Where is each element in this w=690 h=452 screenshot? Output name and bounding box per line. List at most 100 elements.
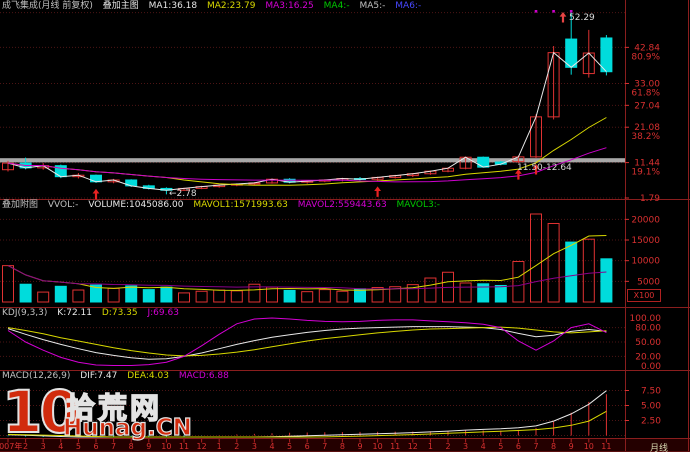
- month-label: 3: [41, 442, 46, 451]
- ma-lines: [7, 51, 607, 291]
- month-label: 4: [269, 442, 274, 451]
- volume-panel-header: 叠加附图 VVOL:- VOLUME:1045086.00 MAVOL1:157…: [2, 200, 447, 210]
- month-label: 8: [129, 442, 134, 451]
- volume-unit-box: X100: [627, 289, 661, 302]
- month-label: 2: [234, 442, 239, 451]
- price-axis-label: 33.00: [634, 79, 660, 89]
- macd-panel-header: MACD(12,26,9) DIF:7.47 DEA:4.03 MACD:6.8…: [2, 371, 236, 381]
- month-label: 1: [428, 442, 433, 451]
- j-value: J:69.63: [147, 308, 179, 318]
- month-label: 5: [287, 442, 292, 451]
- month-label: 9: [146, 442, 151, 451]
- month-label: 10: [161, 442, 171, 451]
- volume-axis-label: 5000: [637, 277, 660, 287]
- kdj-name: KDJ(9,3,3): [2, 308, 48, 318]
- month-label: 3: [463, 442, 468, 451]
- indicator-lines: [7, 317, 607, 438]
- month-label: 7: [111, 442, 116, 451]
- fib-percent-label: 80.9%: [631, 52, 660, 62]
- price-axis-label: 27.04: [634, 101, 660, 111]
- buy-arrow-marker: [92, 188, 100, 200]
- month-label: 4: [58, 442, 63, 451]
- price-band: [0, 158, 625, 163]
- ma5-value: MA5:-: [359, 1, 386, 11]
- fib-percent-label: 38.2%: [631, 132, 660, 142]
- macd-value: MACD:6.88: [178, 371, 229, 381]
- ma2-value: MA2:23.79: [206, 1, 256, 11]
- overlay-main-label: 叠加主图: [102, 1, 139, 11]
- watermark-number: 10: [1, 377, 81, 447]
- d-value: D:73.35: [101, 308, 138, 318]
- price-axis-label: 1.79: [640, 194, 660, 204]
- kdj-axis-label: 20.00: [635, 352, 661, 362]
- volume-value: VOLUME:1045086.00: [88, 200, 184, 210]
- month-label: 11: [390, 442, 400, 451]
- fib-percent-label: 19.1%: [631, 168, 660, 178]
- price-axis-label: 21.08: [634, 123, 660, 133]
- month-label: 10: [373, 442, 383, 451]
- kdj-axis-label: 50.00: [635, 338, 661, 348]
- top-dot-marker: [534, 10, 538, 13]
- month-label: 11: [179, 442, 189, 451]
- mavol2-value: MAVOL2:559443.63: [297, 200, 387, 210]
- signal-markers: [92, 10, 573, 200]
- month-label: 6: [305, 442, 310, 451]
- high-price-annotation: 52.29: [569, 13, 595, 23]
- kdj-axis-label: 100.00: [630, 314, 662, 324]
- band-range-annotation: 11.50-12.64: [517, 163, 572, 173]
- kdj-axis-label: 0.00: [641, 362, 661, 372]
- volume-axis-label: 10000: [631, 257, 660, 267]
- ma6-value: MA6:-: [395, 1, 422, 11]
- fib-percent-label: 61.8%: [631, 88, 660, 98]
- volume-bars: [2, 213, 613, 303]
- stock-title: 成飞集成(月线 前复权): [2, 1, 93, 11]
- watermark-url: Hunag.CN: [62, 414, 192, 441]
- main-panel-header: 成飞集成(月线 前复权) 叠加主图 MA1:36.18 MA2:23.79 MA…: [2, 1, 428, 11]
- top-dot-marker: [569, 10, 573, 13]
- month-label: 11: [601, 442, 611, 451]
- watermark-sitename: 拾荒网: [65, 390, 163, 426]
- volume-axis-label: 15000: [631, 236, 660, 246]
- month-label: 5: [76, 442, 81, 451]
- month-label: 7: [533, 442, 538, 451]
- top-dot-marker: [552, 10, 555, 13]
- month-label: 8: [551, 442, 556, 451]
- mavol1-value: MAVOL1:1571993.63: [193, 200, 288, 210]
- ma3-value: MA3:16.25: [265, 1, 314, 11]
- kdj-panel-header: KDJ(9,3,3) K:72.11 D:73.35 J:69.63: [2, 308, 186, 318]
- month-label: 12: [408, 442, 418, 451]
- month-label: 10: [584, 442, 594, 451]
- month-label: 7: [322, 442, 327, 451]
- month-label: 4: [481, 442, 486, 451]
- ma1-value: MA1:36.18: [148, 1, 198, 11]
- dea-value: DEA:4.03: [127, 371, 169, 381]
- price-axis-label: 42.84: [634, 43, 660, 53]
- macd-axis-label: 2.50: [641, 417, 661, 427]
- macd-name: MACD(12,26,9): [2, 371, 71, 381]
- mavol3-value: MAVOL3:-: [396, 200, 440, 210]
- price-axis-label: 11.44: [634, 159, 660, 169]
- dif-value: DIF:7.47: [80, 371, 118, 381]
- watermark: 10 拾荒网 Hunag.CN: [1, 377, 212, 452]
- ma4-value: MA4:-: [323, 1, 350, 11]
- month-label: 9: [357, 442, 362, 451]
- buy-arrow-marker: [374, 186, 381, 197]
- overlay-sub-label: 叠加附图: [2, 200, 39, 210]
- kdj-axis-label: 80.00: [635, 324, 661, 334]
- month-label: 1: [217, 442, 222, 451]
- month-label: 8: [340, 442, 345, 451]
- month-label: 6: [516, 442, 521, 451]
- low-price-annotation: ←2.78: [169, 189, 197, 199]
- month-label: 6: [93, 442, 98, 451]
- month-label: 12: [197, 442, 207, 451]
- volume-axis-label: 20000: [631, 215, 660, 225]
- buy-arrow-marker: [515, 169, 522, 180]
- gridlines: [0, 12, 625, 436]
- buy-arrow-marker: [532, 163, 540, 175]
- month-label: 9: [569, 442, 574, 451]
- month-label: 2007年: [0, 441, 22, 451]
- buy-arrow-marker: [559, 12, 567, 23]
